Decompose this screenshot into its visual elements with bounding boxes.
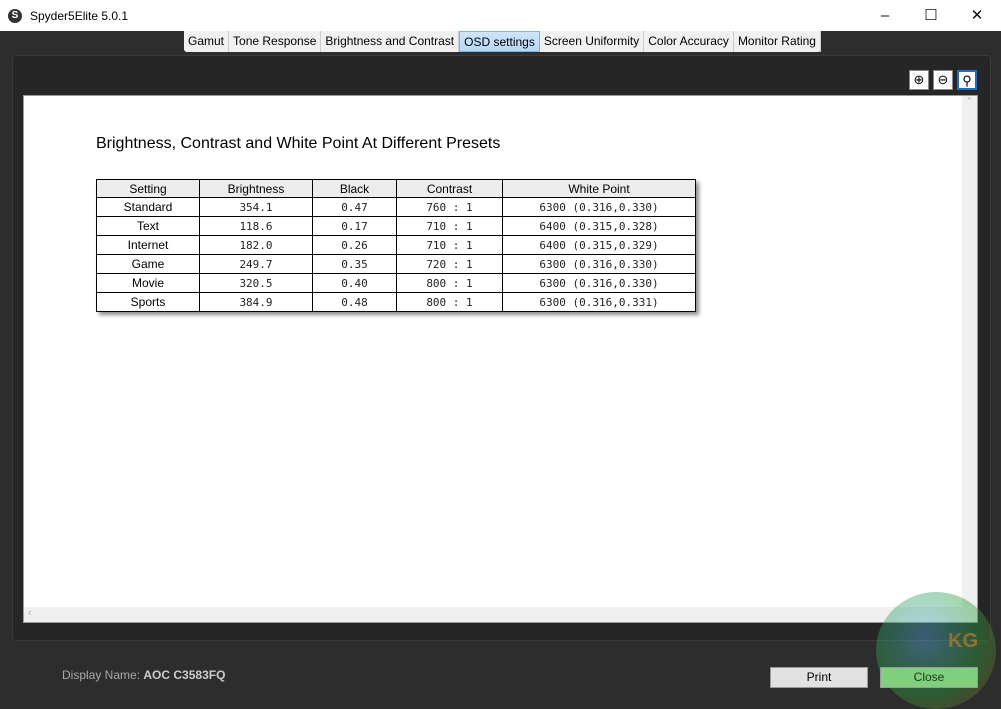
table-cell: 6300 (0.316,0.331) bbox=[502, 292, 696, 312]
table-row: Game 249.7 0.35 720 : 1 6300 (0.316,0.330) bbox=[96, 254, 696, 274]
table-cell: 710 : 1 bbox=[396, 235, 503, 255]
maximize-button[interactable]: ☐ bbox=[924, 7, 938, 24]
table-cell: Movie bbox=[96, 273, 200, 293]
column-header: Contrast bbox=[396, 179, 503, 198]
table-cell: 800 : 1 bbox=[396, 273, 503, 293]
column-header: Brightness bbox=[199, 179, 313, 198]
table-cell: 6300 (0.316,0.330) bbox=[502, 273, 696, 293]
report-view: Brightness, Contrast and White Point At … bbox=[23, 95, 978, 623]
tab-osd-settings[interactable]: OSD settings bbox=[459, 31, 540, 52]
print-button[interactable]: Print bbox=[770, 667, 868, 688]
tab-brightness-contrast[interactable]: Brightness and Contrast bbox=[321, 31, 460, 52]
table-cell: 182.0 bbox=[199, 235, 313, 255]
title-bar: S Spyder5Elite 5.0.1 – ☐ ✕ bbox=[0, 0, 1001, 31]
column-header: Setting bbox=[96, 179, 200, 198]
table-cell: 800 : 1 bbox=[396, 292, 503, 312]
close-button[interactable]: Close bbox=[880, 667, 978, 688]
table-row: Movie 320.5 0.40 800 : 1 6300 (0.316,0.330) bbox=[96, 273, 696, 293]
table-cell: 0.40 bbox=[312, 273, 397, 293]
table-cell: 354.1 bbox=[199, 197, 313, 217]
table-cell: 760 : 1 bbox=[396, 197, 503, 217]
table-cell: Internet bbox=[96, 235, 200, 255]
tab-bar: Gamut Tone Response Brightness and Contr… bbox=[184, 31, 821, 52]
table-row: Sports 384.9 0.48 800 : 1 6300 (0.316,0.331) bbox=[96, 292, 696, 312]
display-name-label: Display Name: bbox=[62, 668, 141, 682]
presets-table: Setting Brightness Black Contrast White … bbox=[96, 179, 696, 312]
table-row: Standard 354.1 0.47 760 : 1 6300 (0.316,0.33… bbox=[96, 197, 696, 217]
column-header: Black bbox=[312, 179, 397, 198]
table-cell: 6300 (0.316,0.330) bbox=[502, 197, 696, 217]
tab-tone-response[interactable]: Tone Response bbox=[229, 31, 322, 52]
table-cell: 0.35 bbox=[312, 254, 397, 274]
table-cell: 0.47 bbox=[312, 197, 397, 217]
table-cell: 6300 (0.316,0.330) bbox=[502, 254, 696, 274]
table-cell: 249.7 bbox=[199, 254, 313, 274]
column-header: White Point bbox=[502, 179, 696, 198]
spyder-app-icon: S bbox=[8, 8, 22, 23]
zoom-out-icon[interactable]: ⊖ bbox=[933, 70, 953, 90]
horizontal-scrollbar[interactable]: ‹ bbox=[24, 607, 977, 622]
close-window-button[interactable]: ✕ bbox=[970, 7, 984, 24]
display-name-value: AOC C3583FQ bbox=[143, 668, 226, 682]
minimize-button[interactable]: – bbox=[880, 7, 890, 24]
zoom-controls: ⊕ ⊖ ⚲ bbox=[909, 70, 977, 90]
table-row: Internet 182.0 0.26 710 : 1 6400 (0.315,0.32… bbox=[96, 235, 696, 255]
table-cell: 710 : 1 bbox=[396, 216, 503, 236]
table-cell: 6400 (0.315,0.329) bbox=[502, 235, 696, 255]
table-cell: Sports bbox=[96, 292, 200, 312]
tab-gamut[interactable]: Gamut bbox=[184, 31, 230, 52]
table-cell: 320.5 bbox=[199, 273, 313, 293]
tab-screen-uniformity[interactable]: Screen Uniformity bbox=[540, 31, 645, 52]
table-row: Text 118.6 0.17 710 : 1 6400 (0.315,0.328) bbox=[96, 216, 696, 236]
zoom-fit-icon[interactable]: ⚲ bbox=[957, 70, 977, 90]
report-title: Brightness, Contrast and White Point At … bbox=[96, 135, 501, 152]
table-cell: 118.6 bbox=[199, 216, 313, 236]
table-cell: 0.26 bbox=[312, 235, 397, 255]
tab-color-accuracy[interactable]: Color Accuracy bbox=[644, 31, 734, 52]
table-cell: Game bbox=[96, 254, 200, 274]
vertical-scrollbar[interactable]: ⌃ bbox=[962, 96, 977, 608]
table-cell: Text bbox=[96, 216, 200, 236]
display-name: Display Name: AOC C3583FQ bbox=[62, 668, 225, 682]
table-cell: 384.9 bbox=[199, 292, 313, 312]
table-cell: 0.48 bbox=[312, 292, 397, 312]
table-cell: Standard bbox=[96, 197, 200, 217]
table-cell: 0.17 bbox=[312, 216, 397, 236]
table-cell: 6400 (0.315,0.328) bbox=[502, 216, 696, 236]
table-cell: 720 : 1 bbox=[396, 254, 503, 274]
window-title: Spyder5Elite 5.0.1 bbox=[30, 8, 129, 23]
tab-monitor-rating[interactable]: Monitor Rating bbox=[734, 31, 821, 52]
zoom-in-icon[interactable]: ⊕ bbox=[909, 70, 929, 90]
